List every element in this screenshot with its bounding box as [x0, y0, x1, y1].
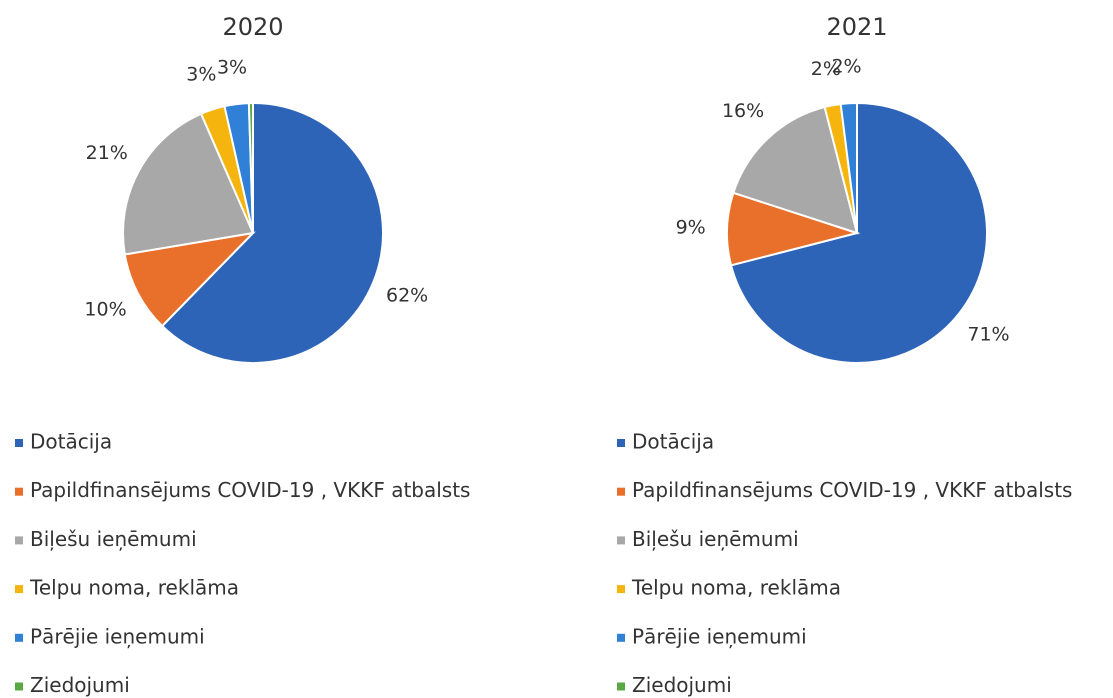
pie-slice: [123, 231, 256, 328]
data-label: 16%: [722, 100, 764, 122]
chart-title: 2021: [826, 13, 887, 41]
legend-label: Ziedojumi: [30, 673, 130, 697]
legend-marker: [617, 585, 625, 594]
legend-label: Dotācija: [632, 430, 714, 454]
legend-label: Papildfinansējums COVID-19 , VKKF atbals…: [30, 478, 470, 502]
data-label: 2%: [831, 55, 861, 77]
pie-slice: [247, 101, 254, 234]
legend-marker: [617, 536, 625, 545]
legend-marker: [15, 487, 23, 496]
legend-marker: [617, 633, 625, 642]
legend-label: Dotācija: [30, 430, 112, 454]
pie-slice: [839, 101, 858, 234]
data-label: 10%: [84, 299, 126, 321]
pie-slice: [122, 112, 255, 256]
legend-label: Papildfinansējums COVID-19 , VKKF atbals…: [632, 478, 1072, 502]
data-label: 2%: [811, 58, 841, 80]
data-label: 3%: [186, 63, 216, 85]
legend-marker: [15, 682, 23, 691]
legend-label: Telpu noma, reklāma: [29, 576, 239, 600]
data-label: 9%: [676, 216, 706, 238]
legend-marker: [617, 487, 625, 496]
legend-marker: [617, 439, 625, 447]
legend-marker: [15, 439, 23, 447]
data-label: 71%: [967, 323, 1009, 345]
data-label: 62%: [386, 284, 428, 306]
legend-label: Biļešu ieņēmumi: [30, 527, 197, 551]
legend-label: Ziedojumi: [632, 673, 732, 697]
legend-label: Pārējie ieņemumi: [30, 624, 205, 648]
pie-slice: [160, 101, 384, 364]
legend-marker: [617, 682, 625, 691]
pie-slice: [732, 105, 859, 235]
data-label: 21%: [86, 142, 128, 164]
legend-label: Pārējie ieņemumi: [632, 624, 807, 648]
legend-marker: [15, 536, 23, 545]
legend-label: Biļešu ieņēmumi: [632, 527, 799, 551]
legend-marker: [15, 633, 23, 642]
data-label: 3%: [217, 56, 247, 78]
legend-label: Telpu noma, reklāma: [631, 576, 841, 600]
chart-title: 2020: [222, 13, 283, 41]
legend-marker: [15, 585, 23, 594]
